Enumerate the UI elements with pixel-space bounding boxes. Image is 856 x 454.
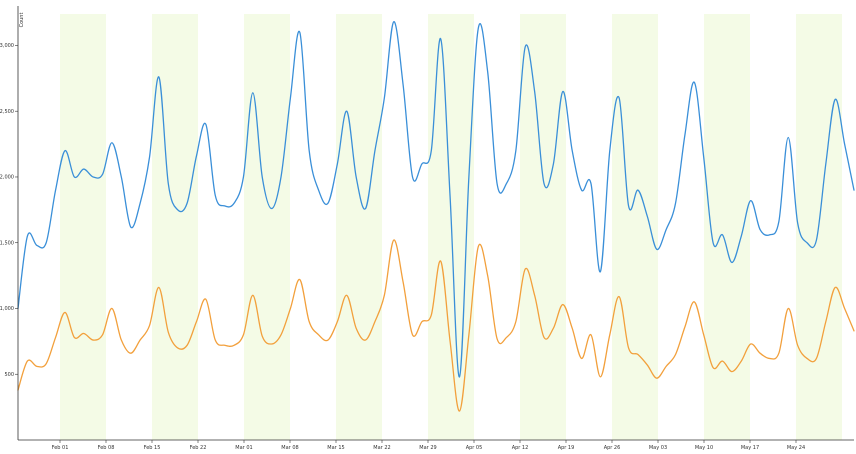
- y-tick-label: 3,000: [0, 43, 14, 49]
- series-layer: [17, 21, 855, 412]
- y-tick-label: 1,000: [0, 306, 14, 312]
- shaded-band: [152, 14, 198, 440]
- y-axis-ticks: 500 1,000 1,500 2,000 2,500 3,000: [0, 43, 18, 378]
- y-tick-label: 1,500: [0, 240, 14, 246]
- x-tick-label: Mar 22: [373, 445, 390, 450]
- x-tick-label: May 17: [741, 445, 759, 450]
- x-axis-ticks: Feb 01 Feb 08 Feb 15 Feb 22 Mar 01 Mar 08 Mar …: [52, 440, 805, 451]
- x-tick-label: Apr 12: [512, 445, 529, 450]
- x-tick-label: Mar 29: [419, 445, 436, 450]
- y-tick-label: 2,500: [0, 109, 14, 115]
- x-tick-label: Apr 05: [466, 445, 483, 450]
- shaded-band: [520, 14, 566, 440]
- shaded-band: [612, 14, 658, 440]
- x-tick-label: May 03: [649, 445, 667, 450]
- series-line-orange: [17, 239, 855, 412]
- x-tick-label: Mar 01: [235, 445, 252, 450]
- x-tick-label: Mar 08: [281, 445, 298, 450]
- x-tick-label: May 10: [695, 445, 713, 450]
- series-line-blue: [17, 21, 855, 378]
- y-tick-label: 2,000: [0, 175, 14, 181]
- shaded-band: [244, 14, 290, 440]
- x-tick-label: Feb 22: [190, 445, 207, 450]
- y-tick-label: 500: [4, 372, 14, 378]
- shaded-band: [336, 14, 382, 440]
- x-tick-label: Mar 15: [327, 445, 344, 450]
- x-tick-label: Feb 15: [144, 445, 161, 450]
- x-tick-label: Feb 08: [98, 445, 115, 450]
- y-axis-label: Count: [19, 13, 25, 28]
- x-tick-label: May 24: [787, 445, 805, 450]
- x-tick-label: Apr 26: [604, 445, 621, 450]
- x-tick-label: Apr 19: [558, 445, 575, 450]
- shaded-band: [60, 14, 106, 440]
- x-tick-label: Feb 01: [52, 445, 69, 450]
- shaded-band: [704, 14, 750, 440]
